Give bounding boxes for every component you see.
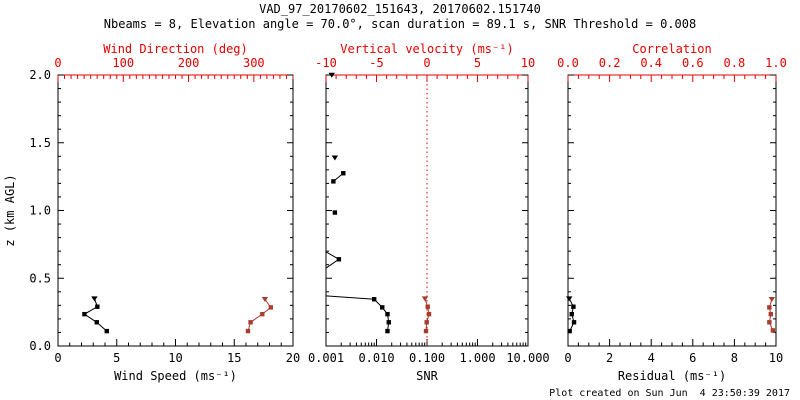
y-tick-label: 1.0 (29, 204, 51, 218)
data-point (768, 311, 773, 317)
data-point (341, 171, 346, 176)
y-tick-label: 0.0 (29, 339, 51, 353)
y-axis-title: z (km AGL) (3, 174, 17, 246)
x-tick-label: 8 (731, 351, 738, 365)
wind-direction-series (245, 297, 274, 334)
data-point (424, 320, 429, 325)
data-point (331, 179, 336, 184)
data-point (104, 328, 109, 334)
data-point (423, 328, 429, 334)
data-point (571, 320, 577, 325)
y-tick-label: 1.5 (29, 136, 51, 150)
x-tick-label: 10 (769, 351, 783, 365)
data-point (248, 320, 253, 325)
x-tick-label: 2 (606, 351, 613, 365)
y-tick-label: 2.0 (29, 68, 51, 82)
x-tick-label: 0.010 (358, 351, 394, 365)
data-point (380, 305, 385, 310)
snr-profile-series (325, 72, 391, 334)
data-point-top (331, 155, 339, 161)
vertical-velocity-series (421, 296, 432, 334)
x-tick-label: 10.000 (506, 351, 549, 365)
top-tick-label: 10 (521, 56, 535, 70)
x-tick-label: 20 (286, 351, 300, 365)
chart-subtitle: Nbeams = 8, Elevation angle = 70.0°, sca… (103, 17, 697, 31)
top-axis-title: Correlation (632, 42, 711, 56)
data-point (82, 311, 87, 317)
residual-profile-series (566, 296, 577, 334)
x-tick-label: 10 (168, 351, 182, 365)
top-tick-label: 1.0 (765, 56, 787, 70)
data-point (571, 304, 576, 309)
x-tick-label: 0 (54, 351, 61, 365)
x-tick-label: 0 (564, 351, 571, 365)
correlation-profile-series (767, 297, 776, 333)
top-axis-title: Vertical velocity (ms⁻¹) (340, 42, 513, 56)
data-point (770, 328, 776, 333)
data-point-top (768, 297, 776, 303)
chart-title: VAD_97_20170602_151643, 20170602.151740 (259, 2, 541, 16)
data-point-top (328, 72, 335, 78)
top-tick-label: 0.4 (640, 56, 662, 70)
top-axis-title: Wind Direction (deg) (103, 42, 248, 56)
data-point (385, 311, 390, 317)
top-tick-label: 0.2 (599, 56, 621, 70)
data-point-top (261, 297, 269, 303)
data-point (767, 320, 772, 325)
x-tick-label: 0.100 (409, 351, 445, 365)
data-point (260, 311, 265, 317)
x-tick-label: 1.000 (459, 351, 495, 365)
plot-box (567, 74, 777, 347)
top-tick-label: 5 (474, 56, 481, 70)
x-tick-label: 5 (113, 351, 120, 365)
data-point (767, 305, 772, 310)
top-tick-label: 0.6 (682, 56, 704, 70)
data-point (245, 328, 251, 334)
x-tick-label: 6 (689, 351, 696, 365)
top-tick-label: 300 (243, 56, 265, 70)
bottom-axis-title: SNR (416, 369, 438, 383)
residual-panel: 0 2 4 6 8 10 Residual (ms⁻¹) 0.0 0.2 0.4 0.6 0.8 1.0… (557, 42, 787, 383)
top-tick-label: -10 (315, 56, 337, 70)
data-point (94, 320, 99, 325)
snr-panel: 0.001 0.010 0.100 1.000 10.000 SNR -10 -5 0 5 10 Ve… (308, 42, 550, 383)
top-tick-label: 200 (178, 56, 200, 70)
plot-box (57, 74, 294, 347)
x-tick-label: 15 (227, 351, 241, 365)
data-point (426, 311, 432, 317)
data-point-top (421, 296, 429, 302)
top-tick-label: 0 (423, 56, 430, 70)
top-tick-label: 100 (112, 56, 134, 70)
data-point (336, 257, 342, 262)
data-point (95, 304, 100, 309)
data-point (425, 304, 430, 309)
data-point (268, 305, 274, 310)
data-point-top (91, 296, 98, 302)
x-tick-label: 0.001 (308, 351, 344, 365)
wind-panel: 0 5 10 15 20 Wind Speed (ms⁻¹) 0 100 200 300Wind … (29, 42, 300, 383)
y-tick-label: 0.5 (29, 271, 51, 285)
bottom-axis-title: Wind Speed (ms⁻¹) (114, 369, 237, 383)
top-tick-label: 0 (54, 56, 61, 70)
data-point-top (566, 296, 573, 302)
data-point (371, 297, 377, 302)
data-point (385, 328, 390, 334)
data-point (386, 320, 391, 325)
data-point (569, 311, 574, 317)
data-point (332, 210, 338, 215)
wind-speed-series (82, 296, 109, 334)
top-tick-label: 0.0 (557, 56, 579, 70)
top-tick-label: 0.8 (724, 56, 746, 70)
bottom-axis-title: Residual (ms⁻¹) (618, 369, 726, 383)
data-point (567, 328, 572, 334)
top-tick-label: -5 (369, 56, 383, 70)
plot-timestamp: Plot created on Sun Jun 4 23:50:39 2017 (549, 388, 790, 399)
x-tick-label: 4 (648, 351, 655, 365)
